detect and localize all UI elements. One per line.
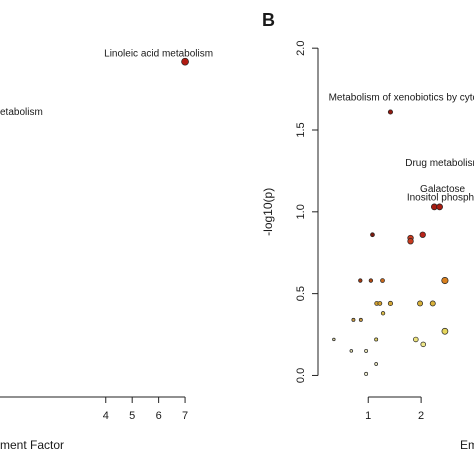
panel-b-data-point — [419, 231, 426, 238]
panel-b-data-point — [441, 276, 449, 285]
panel-b-x-tick-label: 2 — [418, 410, 424, 422]
panel-b-data-point — [374, 337, 379, 342]
panel-b-data-point — [349, 349, 354, 353]
panel-b-data-point — [374, 362, 379, 366]
panel-a-point-annotation: Linoleic acid metabolism — [104, 49, 213, 60]
panel-b-data-point — [417, 300, 424, 307]
panel-b-data-point — [420, 341, 426, 348]
panel-b-data-point — [351, 317, 356, 322]
panel-b-point-annotation: Galactose — [420, 184, 465, 195]
panel-b-data-point — [407, 238, 414, 245]
panel-b-data-point — [380, 278, 385, 283]
panel-a-x-tick-label: 5 — [129, 410, 135, 422]
panel-b-data-point — [370, 232, 375, 238]
panel-b-data-point — [358, 278, 363, 283]
panel-b-data-point — [413, 336, 419, 343]
panel-b-y-tick-label: 2.0 — [295, 41, 307, 56]
panel-b-data-point — [364, 348, 369, 353]
panel-a-x-axis-label: ment Factor — [0, 438, 64, 452]
panel-b-data-point — [387, 109, 393, 115]
panel-a-data-point — [181, 57, 189, 66]
panel-a-x-tick-label: 4 — [103, 410, 109, 422]
panel-b-data-point — [387, 300, 393, 307]
panel-b-data-point — [368, 278, 374, 283]
panel-b-x-tick-label: 1 — [365, 410, 371, 422]
panel-b-y-tick-label: 1.5 — [295, 122, 307, 137]
panel-b-y-axis-label: -log10(p) — [261, 188, 275, 236]
panel-b-data-point — [364, 371, 369, 376]
panel-b-data-point — [441, 327, 449, 335]
panel-b-data-point — [436, 203, 443, 211]
panel-b-y-tick-label: 0.5 — [295, 286, 307, 301]
panel-b-x-axis-label: Em — [460, 438, 474, 452]
panel-b-y-tick-label: 0.0 — [295, 368, 307, 383]
panel-b-data-point — [429, 300, 436, 307]
panel-b-y-tick-label: 1.0 — [295, 204, 307, 219]
panel-b-data-point — [377, 301, 383, 306]
panel-b-point-annotation: Drug metabolism — [405, 158, 474, 169]
panel-b-data-point — [332, 337, 336, 342]
panel-b-point-annotation: Metabolism of xenobiotics by cytochrome — [329, 93, 474, 104]
panel-a-x-tick-label: 6 — [156, 410, 162, 422]
panel-b-enrichment-scatter: 1 2 Em 0.0 0.5 1.0 1.5 2.0 -log10(p) Metabolism o… — [261, 10, 474, 452]
panel-b-data-point — [358, 317, 363, 322]
panel-a-point-annotation: etabolism — [0, 107, 43, 118]
panel-b-data-point — [380, 311, 386, 316]
panel-a-enrichment-scatter: 4 5 6 7 ment Factor Linoleic acid metabolism e… — [0, 49, 213, 452]
panel-b-panel-letter: B — [262, 10, 275, 30]
panel-a-x-tick-label: 7 — [182, 410, 188, 422]
panel-b-point-annotation: Inositol phosphate m — [407, 192, 474, 203]
